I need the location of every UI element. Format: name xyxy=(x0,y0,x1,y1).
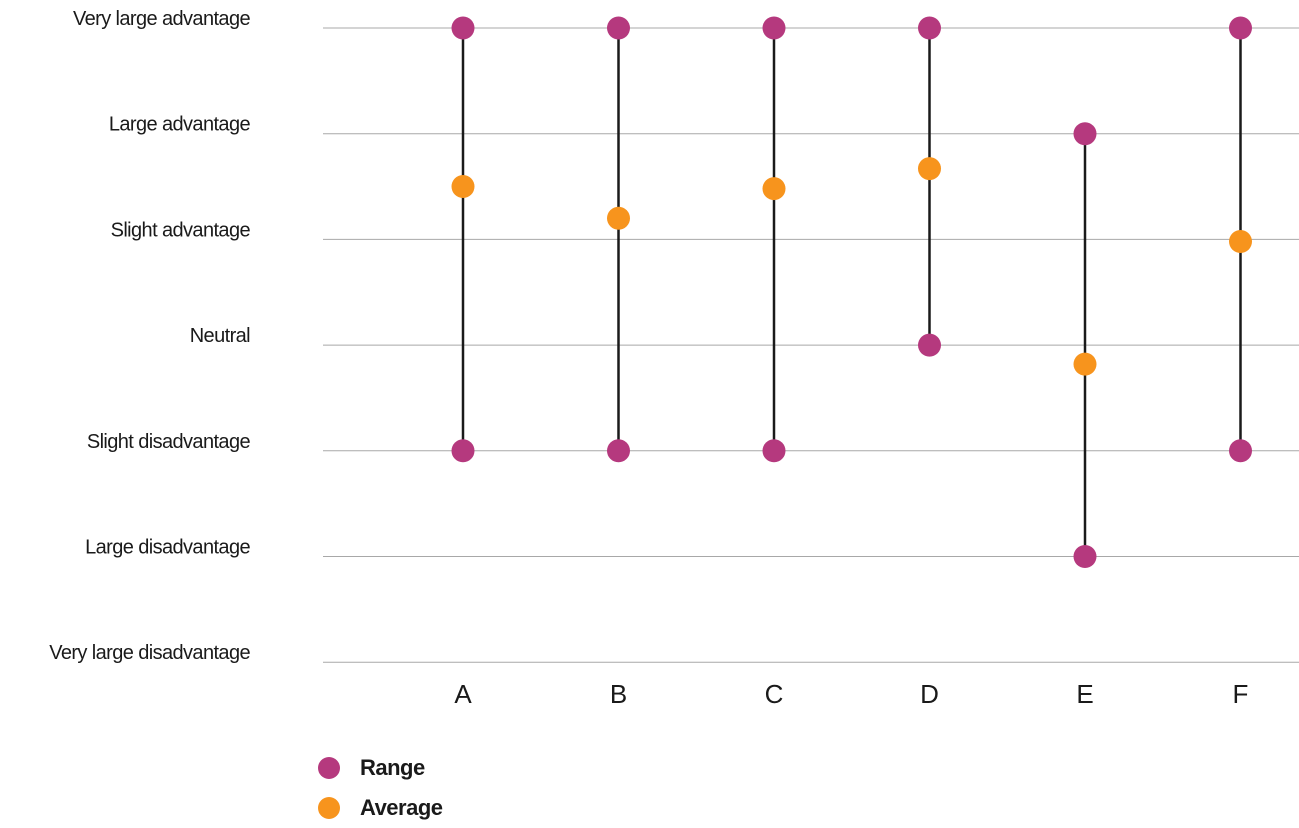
x-tick-label: F xyxy=(1233,679,1249,709)
average-dot-f xyxy=(1229,230,1252,254)
legend-item-average: Average xyxy=(318,788,443,828)
range-dots xyxy=(451,16,1252,568)
range-min-dot-f xyxy=(1229,439,1252,463)
x-tick-label: C xyxy=(765,679,784,709)
range-swatch-icon xyxy=(318,757,340,779)
range-min-dot-d xyxy=(918,333,941,357)
range-max-dot-d xyxy=(918,16,941,40)
x-tick-label: A xyxy=(454,679,472,709)
legend-label-average: Average xyxy=(360,795,443,820)
x-axis-labels: A B C D E F xyxy=(454,679,1248,709)
range-max-dot-e xyxy=(1073,122,1097,146)
y-axis-labels: Very large disadvantage Large disadvantag… xyxy=(49,8,251,664)
average-dot-b xyxy=(607,206,630,230)
average-dot-a xyxy=(451,175,475,199)
range-max-dot-b xyxy=(607,16,630,40)
average-dot-e xyxy=(1073,352,1097,376)
y-tick-label: Large advantage xyxy=(109,114,251,136)
range-min-dot-b xyxy=(607,439,630,463)
y-tick-label: Large disadvantage xyxy=(85,537,250,559)
range-min-dot-c xyxy=(762,439,786,463)
x-tick-label: B xyxy=(610,679,627,709)
range-max-dot-a xyxy=(451,16,475,40)
legend-item-range: Range xyxy=(318,748,443,788)
average-swatch-icon xyxy=(318,797,340,819)
y-tick-label: Very large advantage xyxy=(73,8,251,30)
y-tick-label: Slight disadvantage xyxy=(87,431,251,453)
legend: Range Average xyxy=(318,748,443,828)
range-lines xyxy=(461,28,1242,557)
y-tick-label: Slight advantage xyxy=(111,219,251,241)
average-dot-d xyxy=(918,157,941,181)
average-dots xyxy=(451,157,1252,376)
range-max-dot-f xyxy=(1229,16,1252,40)
range-min-dot-e xyxy=(1073,545,1097,568)
range-min-dot-a xyxy=(451,439,475,463)
y-tick-label: Very large disadvantage xyxy=(49,642,250,664)
x-tick-label: D xyxy=(920,679,939,709)
y-tick-label: Neutral xyxy=(190,325,250,347)
gridlines xyxy=(323,27,1299,663)
legend-label-range: Range xyxy=(360,755,425,780)
x-tick-label: E xyxy=(1076,679,1093,709)
average-dot-c xyxy=(762,177,786,201)
range-max-dot-c xyxy=(762,16,786,40)
